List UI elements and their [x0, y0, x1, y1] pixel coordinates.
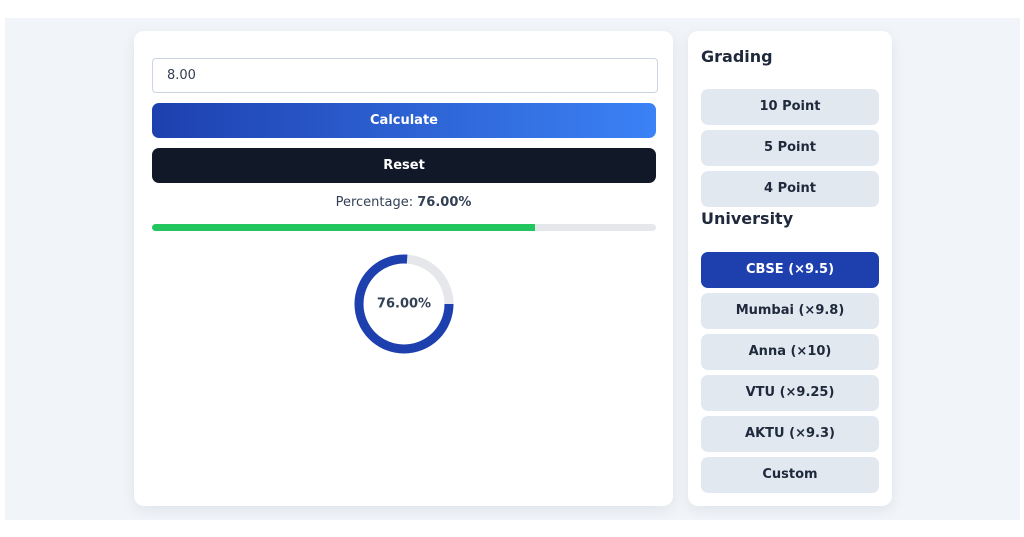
university-heading: University: [701, 209, 794, 228]
progress-fill: [152, 224, 536, 231]
percentage-label: Percentage:: [335, 195, 414, 210]
grading-heading: Grading: [701, 47, 773, 66]
university-option[interactable]: Anna (×10): [701, 334, 879, 370]
university-option[interactable]: AKTU (×9.3): [701, 416, 879, 452]
university-option[interactable]: Mumbai (×9.8): [701, 293, 879, 329]
university-option[interactable]: Custom: [701, 457, 879, 493]
percentage-line: Percentage: 76.00%: [134, 195, 673, 210]
reset-button[interactable]: Reset: [152, 148, 656, 183]
calculate-button[interactable]: Calculate: [152, 103, 656, 138]
grading-option[interactable]: 4 Point: [701, 171, 879, 207]
ring-label: 76.00%: [377, 297, 431, 312]
university-option[interactable]: VTU (×9.25): [701, 375, 879, 411]
progress-track: [152, 224, 656, 231]
grading-option[interactable]: 5 Point: [701, 130, 879, 166]
options-card: Grading University 10 Point 5 Point 4 Poin…: [688, 31, 892, 506]
progress-ring: 76.00%: [354, 254, 454, 354]
grading-option[interactable]: 10 Point: [701, 89, 879, 125]
university-option[interactable]: CBSE (×9.5): [701, 252, 879, 288]
calculator-card: 8.00 Calculate Reset Percentage: 76.00% …: [134, 31, 673, 506]
ring-arc: [354, 254, 454, 354]
gpa-input[interactable]: 8.00: [152, 58, 658, 93]
percentage-value: 76.00%: [417, 195, 472, 210]
